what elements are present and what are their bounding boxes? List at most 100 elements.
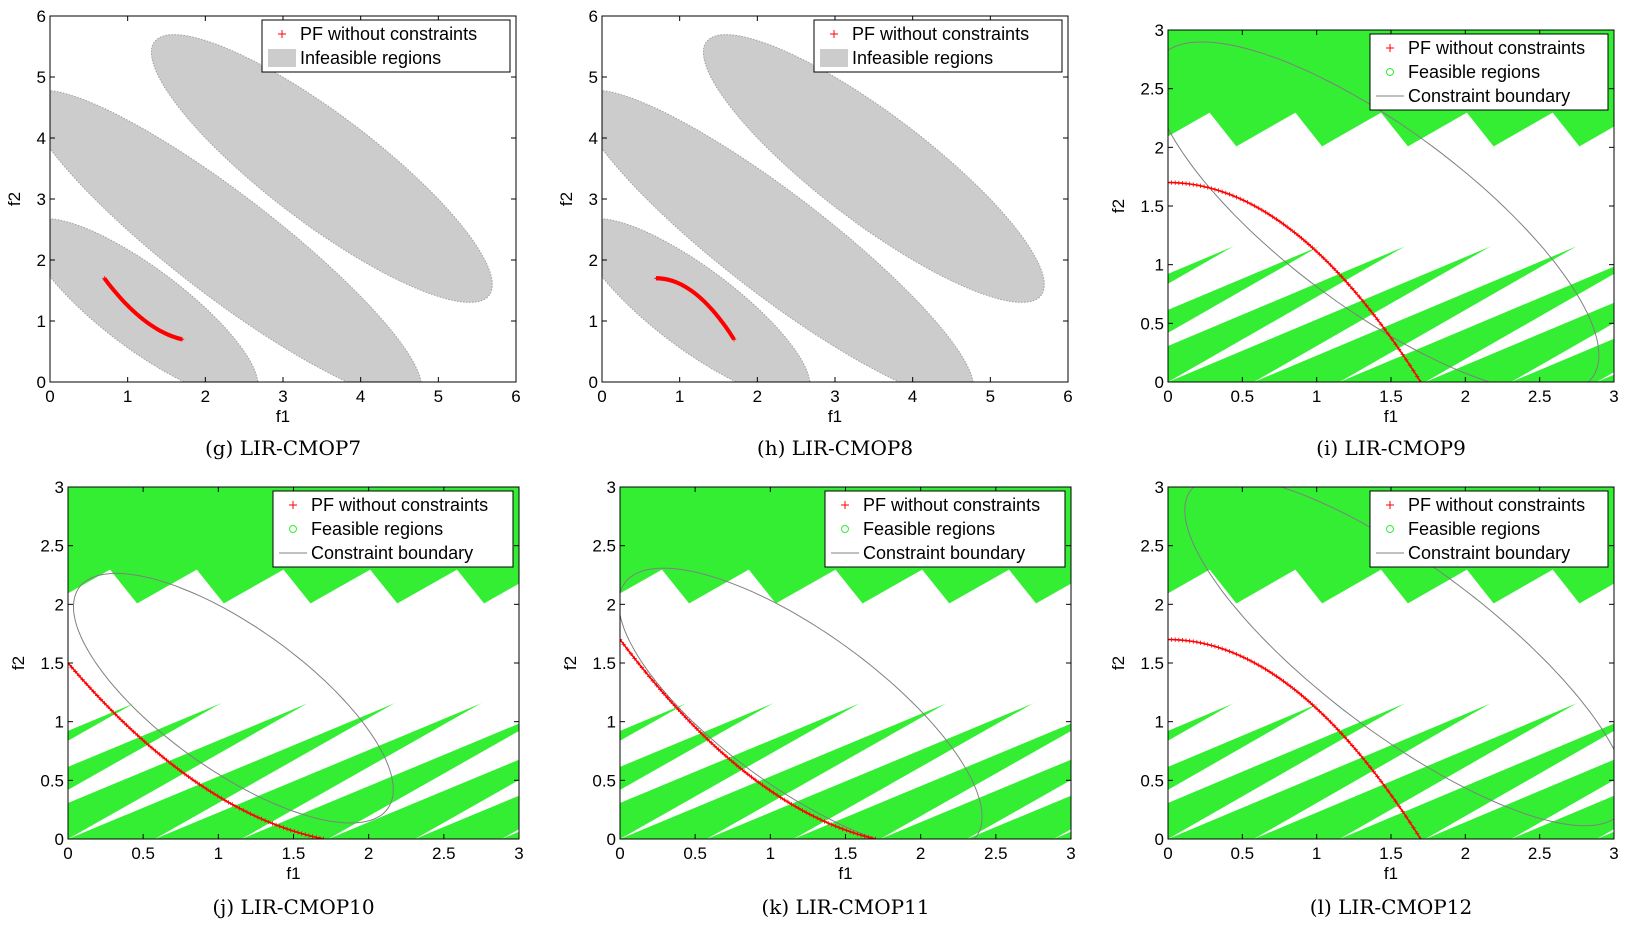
pf-point [1198,640,1203,646]
pf-curve [102,276,185,342]
legend-marker-pf [841,501,849,509]
infeasible-stripe [1168,126,1614,382]
pf-point [1201,184,1207,189]
pf-point [1284,224,1290,230]
y-tick-label: 1 [607,713,616,732]
pf-point [1317,709,1322,714]
infeasible-stripe [328,730,519,839]
pf-point [825,820,831,826]
pf-point [1306,699,1312,704]
infeasible-stripe [620,569,1052,803]
legend: PF without constraints Feasible regions Co… [824,490,1066,568]
pf-point [1292,687,1297,692]
x-tick-label: 4 [908,387,917,406]
infeasible-stripe [1425,730,1614,839]
legend-marker-infeasible [268,49,296,67]
infeasible-stripe [68,583,519,839]
pf-point [873,836,878,839]
x-tick-label: 0 [45,387,54,406]
y-tick-label: 0 [1155,373,1164,392]
infeasible-stripe [1168,112,1424,274]
pf-point [1303,696,1308,701]
legend-label: PF without constraints [863,495,1040,515]
chart-caption: (i) LIR-CMOP9 [1316,436,1466,460]
x-tick-label: 2 [1461,387,1470,406]
pf-point [131,729,136,734]
x-tick-label: 0 [597,387,606,406]
pf-point [763,785,769,790]
x-tick-label: 1.5 [1379,387,1403,406]
pf-point [200,784,206,789]
pf-point [284,826,290,832]
pf-point [1389,336,1395,342]
pf-point [1389,793,1395,799]
pf-point [709,740,714,746]
chart-g: 0 1 2 3 4 5 6 0 1 2 3 4 5 6 f1 f2 PF without constraints… [5,7,521,460]
pf-point [69,665,74,670]
infeasible-region [50,90,422,382]
pf-point [741,769,747,774]
pf-point [734,763,740,768]
legend: PF without constraints Infeasible regions [813,19,1063,73]
x-axis-label: f1 [838,864,852,883]
pf-point [1274,216,1279,222]
pf-point [1183,638,1189,643]
pf-point [1299,693,1304,698]
x-tick-label: 0 [1163,844,1172,863]
y-tick-label: 2.5 [40,537,64,556]
pf-point [91,689,96,694]
pf-point [1248,658,1254,664]
infeasible-stripe [501,829,519,839]
legend-marker-pf [289,501,297,509]
pf-point [98,697,104,702]
pf-point [1342,278,1348,283]
pf-point [1277,219,1283,224]
legend-label: Constraint boundary [311,543,473,563]
chart-caption: (g) LIR-CMOP7 [205,436,361,460]
pf-point [745,771,750,777]
infeasible-stripe [1168,569,1424,731]
infeasible-stripe [1425,273,1614,382]
pf-point [277,824,282,829]
legend-label: Constraint boundary [1408,543,1570,563]
infeasible-stripe [1168,569,1338,695]
y-tick-label: 1 [1155,713,1164,732]
y-tick-label: 0.5 [40,771,64,790]
pf-point [676,707,681,712]
pf-point [1194,182,1200,188]
pf-point [1209,643,1214,648]
x-tick-label: 4 [356,387,365,406]
x-tick-label: 0 [1163,387,1172,406]
pf-point [705,737,710,742]
chart-caption: (k) LIR-CMOP11 [761,895,929,919]
pf-point [299,831,304,836]
pf-point [109,708,115,713]
pf-point [1411,368,1416,373]
pf-point [785,799,791,805]
pf-point [1407,820,1413,825]
legend-marker-feasible [1386,68,1394,76]
pf-point [1375,774,1380,779]
pf-point [858,832,864,838]
pf-point [1259,207,1265,213]
pf-point [661,691,667,696]
pf-point [1223,190,1228,196]
pf-point [1414,374,1420,379]
pf-point [251,813,257,818]
pf-point [116,715,122,721]
pf-point [1201,641,1207,646]
y-tick-label: 1 [55,713,64,732]
legend-label: Feasible regions [1408,519,1540,539]
legend-label: PF without constraints [311,495,488,515]
pf-point [1266,669,1272,674]
pf-point [1230,193,1236,198]
pf-point [727,757,732,762]
infeasible-stripe [1168,583,1614,839]
pf-point [1357,751,1362,757]
pf-point [847,829,853,834]
pf-point [720,750,725,756]
pf-point [1364,760,1369,765]
pf-point [73,669,78,674]
chart-caption: (l) LIR-CMOP12 [1310,895,1472,919]
y-tick-label: 2 [1155,138,1164,157]
